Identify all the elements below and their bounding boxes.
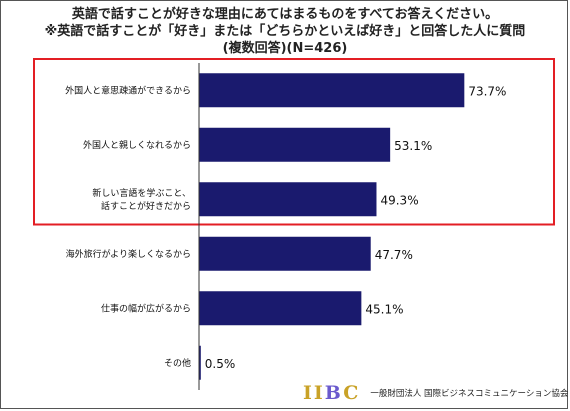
value-label-4: 45.1% bbox=[365, 302, 403, 316]
category-label-1: 外国人と親しくなれるから bbox=[83, 139, 191, 151]
logo-letter-c: C bbox=[343, 382, 361, 404]
title-line-3: (複数回答)(N=426) bbox=[222, 41, 348, 56]
category-label-4: 仕事の幅が広がるから bbox=[101, 302, 191, 314]
logo-letter-b: B bbox=[324, 382, 344, 404]
value-label-5: 0.5% bbox=[205, 357, 236, 371]
category-label-0: 外国人と意思疎通ができるから bbox=[65, 84, 191, 96]
logo-letter-i2: I bbox=[313, 382, 325, 404]
value-label-1: 53.1% bbox=[394, 139, 432, 153]
bar-4 bbox=[199, 291, 362, 326]
value-label-3: 47.7% bbox=[375, 248, 413, 262]
title-line-2: ※英語で話すことが「好き」または「どちらかといえば好き」と回答した人に質問 bbox=[44, 24, 526, 39]
bar-1 bbox=[199, 127, 391, 162]
bar-3 bbox=[199, 236, 371, 271]
bar-0 bbox=[199, 73, 465, 108]
organization-name: 一般財団法人 国際ビジネスコミュニケーション協会 bbox=[370, 389, 569, 399]
value-label-2: 49.3% bbox=[380, 193, 418, 207]
title-line-1: 英語で話すことが好きな理由にあてはまるものをすべてお答えください。 bbox=[71, 7, 499, 22]
iibc-logo: IIBC bbox=[303, 382, 360, 404]
logo-letter-i1: I bbox=[303, 382, 314, 404]
footer: IIBC 一般財団法人 国際ビジネスコミュニケーション協会 bbox=[303, 382, 568, 404]
bar-5 bbox=[199, 345, 201, 380]
highlight-box bbox=[33, 58, 555, 226]
category-label-3: 海外旅行がより楽しくなるから bbox=[66, 248, 191, 260]
bar-2 bbox=[199, 182, 377, 217]
value-label-0: 73.7% bbox=[468, 84, 506, 98]
chart-title: 英語で話すことが好きな理由にあてはまるものをすべてお答えください。 ※英語で話す… bbox=[0, 6, 570, 57]
category-label-5: その他 bbox=[164, 357, 191, 369]
category-label-2: 新しい言語を学ぶこと、話すことが好きだから bbox=[92, 187, 191, 212]
